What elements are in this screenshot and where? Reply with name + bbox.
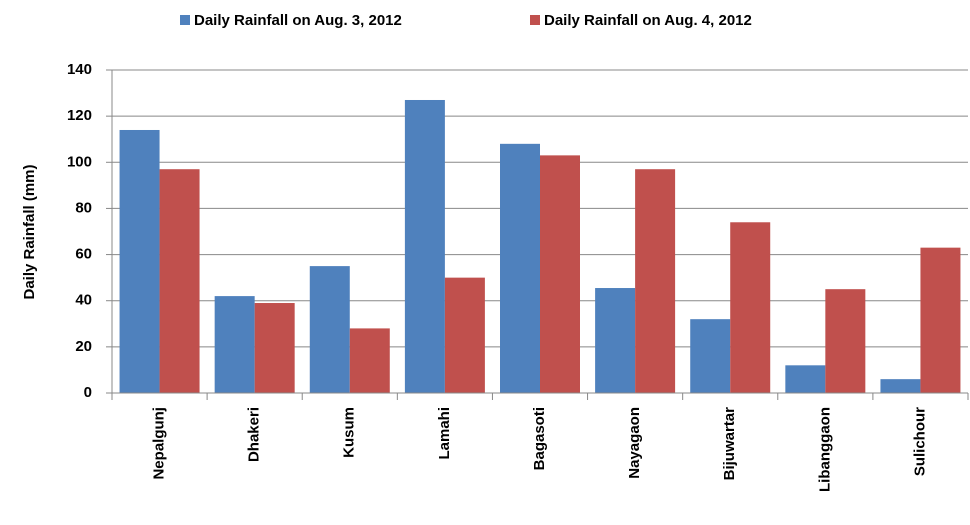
legend-swatch — [180, 15, 190, 25]
y-tick-label: 80 — [75, 199, 92, 216]
x-tick-label: Lamahi — [436, 407, 453, 460]
bar — [880, 379, 921, 393]
legend-swatch — [530, 15, 540, 25]
x-tick-label: Libanggaon — [816, 407, 833, 492]
legend-label: Daily Rainfall on Aug. 3, 2012 — [194, 12, 402, 29]
legend-label: Daily Rainfall on Aug. 4, 2012 — [544, 12, 752, 29]
bar — [404, 99, 445, 393]
y-tick-label: 120 — [67, 107, 92, 124]
bar — [500, 143, 540, 393]
bar — [309, 266, 350, 393]
y-tick-label: 100 — [67, 153, 92, 170]
y-tick-label: 40 — [75, 292, 92, 309]
bar — [254, 303, 295, 393]
x-tick-label: Sulichour — [911, 407, 928, 476]
y-axis-title: Daily Rainfall (mm) — [21, 164, 38, 299]
bar — [444, 277, 485, 393]
bar — [159, 169, 200, 393]
x-tick-label: Nepalgunj — [151, 407, 168, 480]
y-tick-label: 0 — [84, 384, 92, 401]
bar — [635, 169, 676, 393]
y-tick-label: 60 — [75, 246, 92, 263]
x-tick-label: Bagasoti — [531, 407, 548, 470]
x-tick-label: Bijuwartar — [721, 407, 738, 481]
bar — [595, 288, 636, 393]
bar — [785, 365, 826, 393]
bar — [730, 222, 771, 393]
bar — [690, 319, 731, 393]
x-tick-label: Kusum — [341, 407, 358, 458]
bar — [920, 247, 961, 393]
x-tick-label: Nayagaon — [626, 407, 643, 479]
bar — [349, 328, 390, 393]
y-tick-label: 140 — [67, 61, 92, 78]
y-tick-label: 20 — [75, 338, 92, 355]
bar — [540, 155, 580, 393]
x-tick-label: Dhakeri — [246, 407, 263, 462]
bar — [825, 289, 866, 393]
bar — [119, 129, 160, 393]
bar — [214, 296, 255, 393]
